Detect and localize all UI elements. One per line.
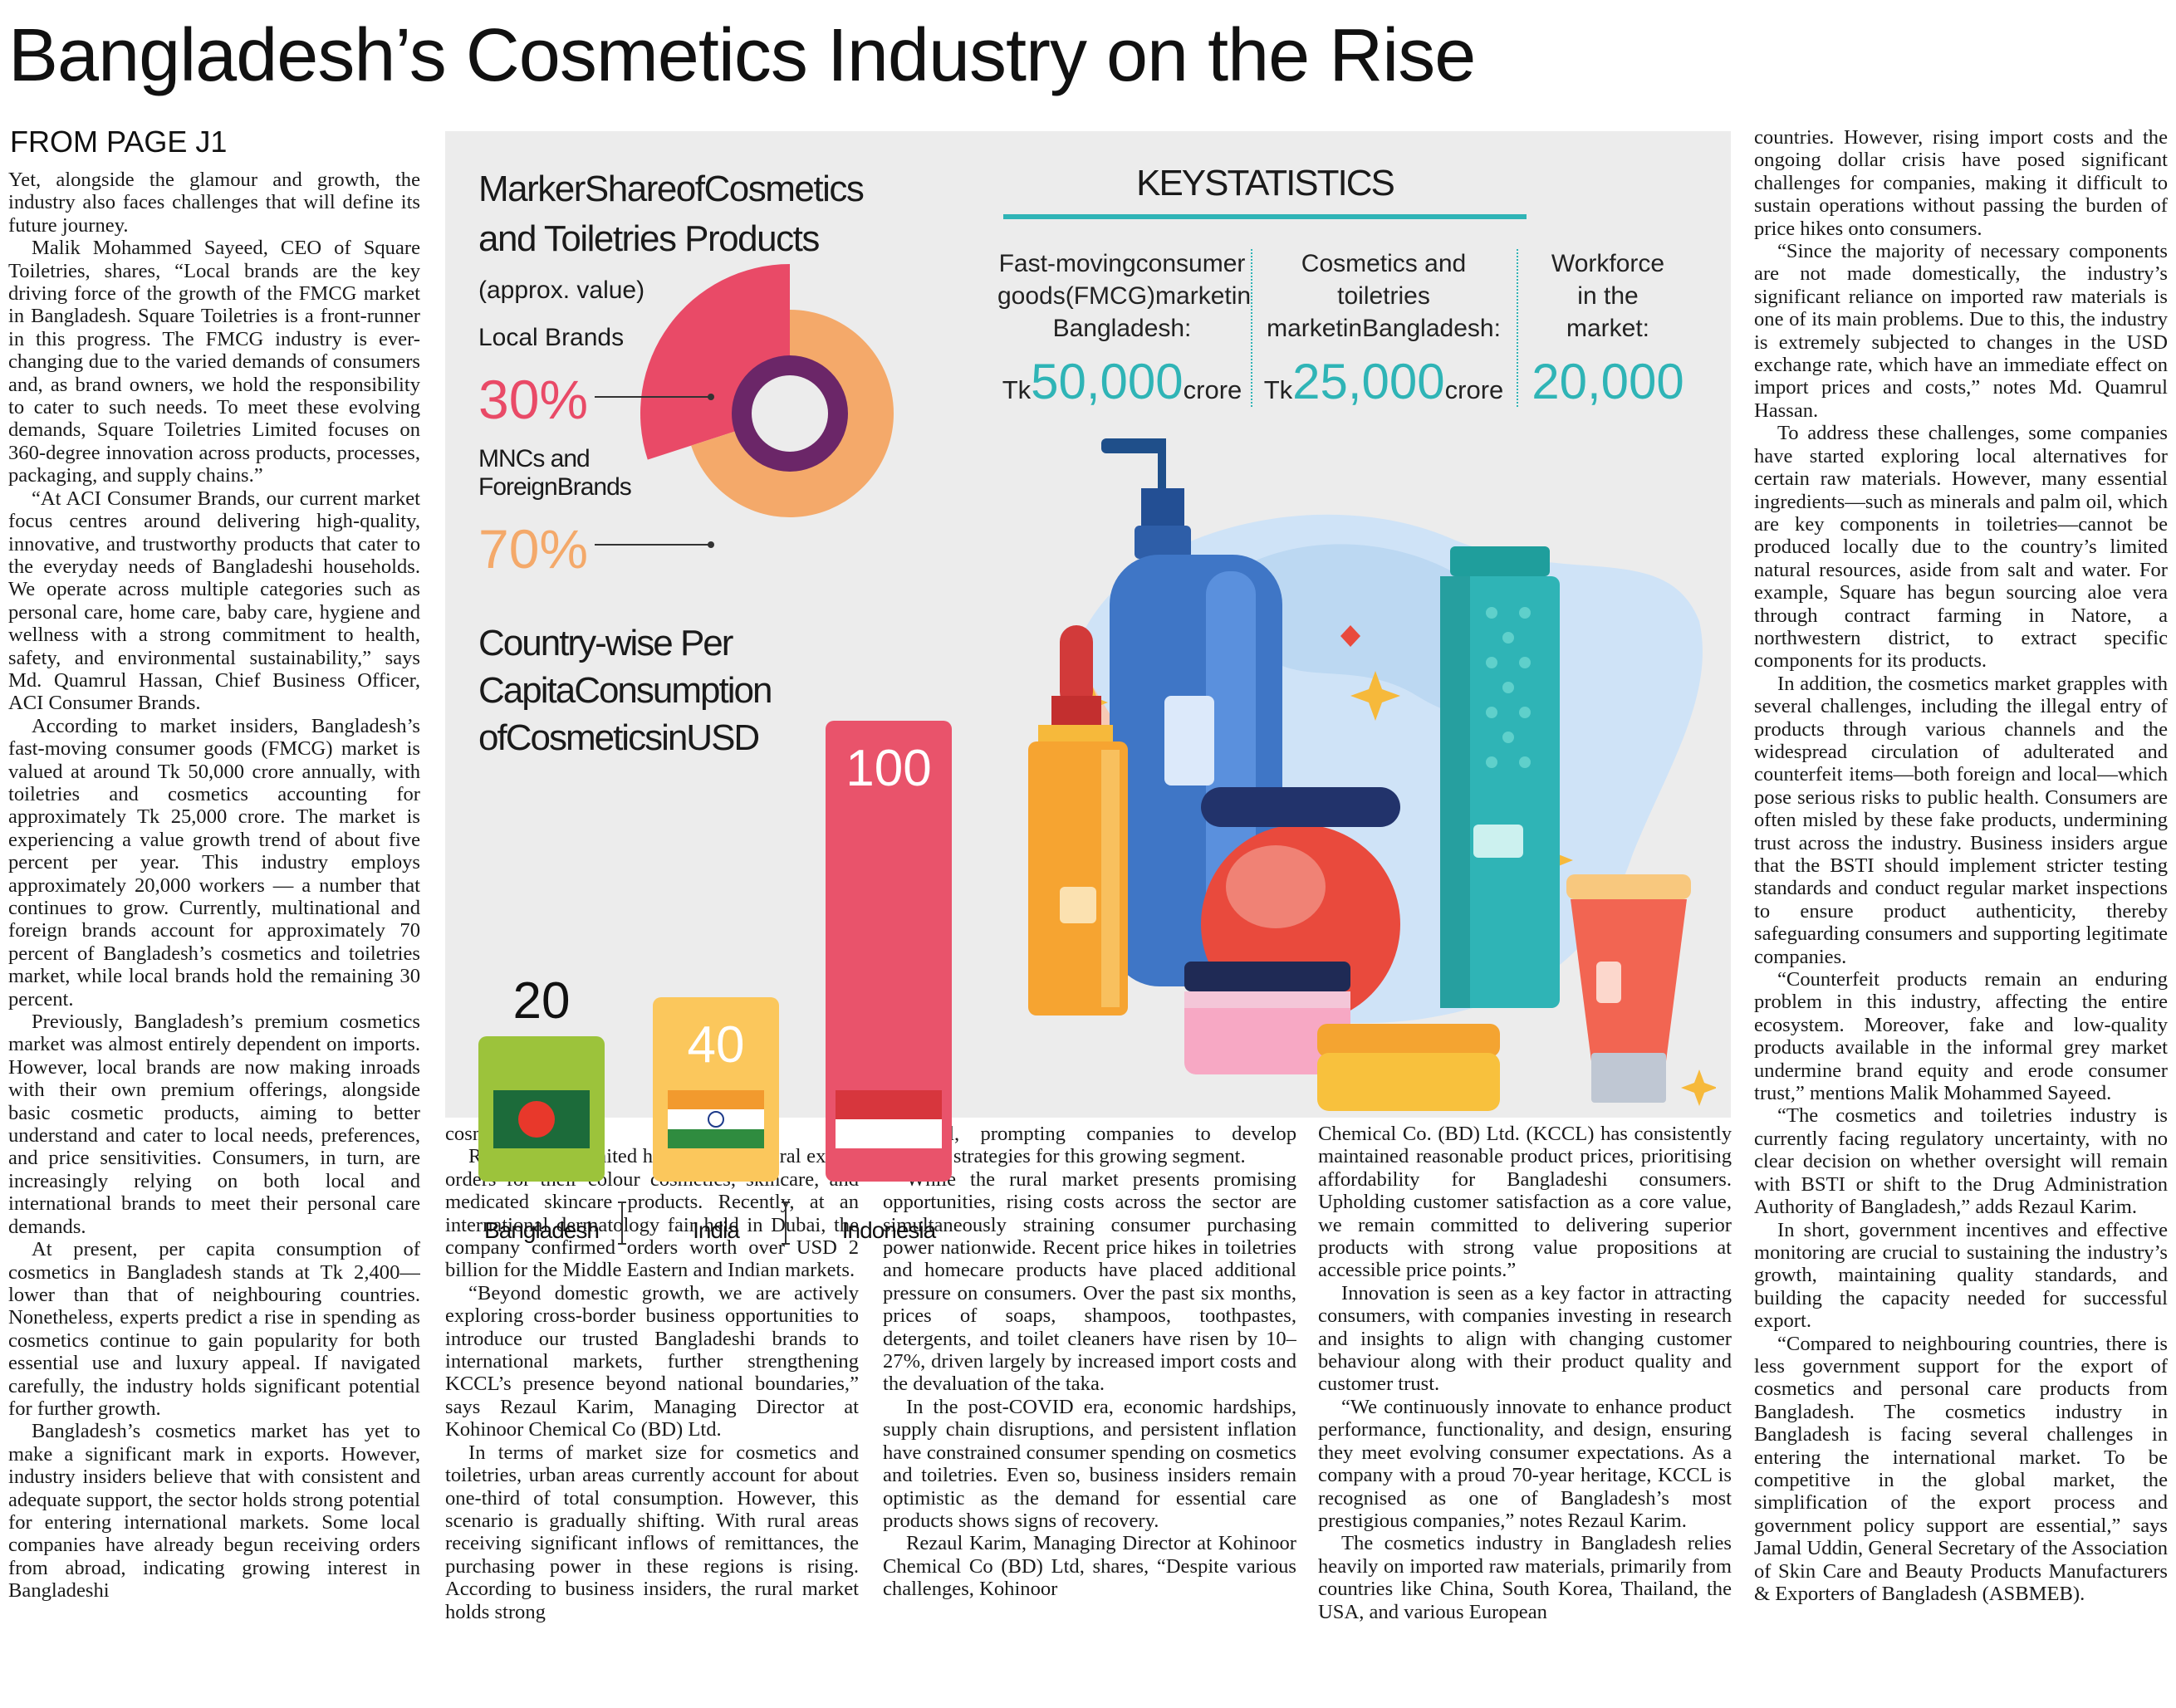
divider <box>1251 249 1252 407</box>
pie-chart-subtitle: (approx. value) <box>478 277 645 304</box>
flag-stripe <box>836 1119 942 1148</box>
paragraph: In short, government incentives and effe… <box>1754 1218 2168 1333</box>
leader-dot <box>708 394 714 400</box>
paragraph: While the rural market presents promisin… <box>883 1167 1296 1396</box>
key-stats-title: KEYSTATISTICS <box>1136 163 1395 203</box>
paragraph: “Compared to neighbouring countries, the… <box>1754 1332 2168 1605</box>
key-stat-value: 20,000 <box>1532 354 1684 409</box>
paragraph: In the post-COVID era, economic hardship… <box>883 1395 1296 1532</box>
headline: Bangladesh’s Cosmetics Industry on the R… <box>8 14 1476 97</box>
pink-jar <box>1184 962 1350 1074</box>
key-stat-cosmetics: Cosmetics and toiletries marketinBanglad… <box>1255 247 1512 410</box>
bar-category-label: Bangladesh <box>484 1217 599 1243</box>
key-stat-label: Workforce in the market: <box>1551 250 1665 342</box>
paragraph: In addition, the cosmetics market grappl… <box>1754 672 2168 968</box>
paragraph: “Since the majority of necessary compone… <box>1754 240 2168 422</box>
paragraph: Yet, alongside the glamour and growth, t… <box>8 169 420 237</box>
key-stats-underline <box>1003 214 1527 219</box>
bar-indonesia <box>826 721 952 1182</box>
bar-category-label: Indonesia <box>842 1217 937 1243</box>
local-brands-pct: 30% <box>478 369 589 430</box>
yellow-jar <box>1317 1024 1500 1111</box>
flag-chakra <box>708 1111 724 1128</box>
paragraph: “We continuously innovate to enhance pro… <box>1318 1395 1732 1532</box>
paragraph: “Counterfeit products remain an enduring… <box>1754 968 2168 1105</box>
article-column-1: Yet, alongside the glamour and growth, t… <box>8 169 420 1705</box>
bar-group-indonesia: 100 Indonesia <box>826 721 952 1243</box>
diamond-icon <box>1340 625 1360 647</box>
mnc-brands-label: MNCs and ForeignBrands <box>478 445 632 501</box>
per-capita-bar-chart: 20 Bangladesh 40 India 100 Indonesia <box>478 721 952 1245</box>
serum-bottle <box>1028 625 1128 1016</box>
paragraph: Bangladesh’s cosmetics market has yet to… <box>8 1420 420 1603</box>
article-column-5: countries. However, rising import costs … <box>1754 126 2168 1704</box>
paragraph: The cosmetics industry in Bangladesh rel… <box>1318 1532 1732 1623</box>
leader-dot <box>708 541 714 548</box>
bar-category-label: India <box>693 1217 740 1243</box>
paragraph: Malik Mohammed Sayeed, CEO of Square Toi… <box>8 237 420 487</box>
bar-value-label: 100 <box>845 740 931 797</box>
key-stat-fmcg: Fast-movingconsumer goods(FMCG)marketin … <box>997 247 1252 410</box>
key-stat-label: Fast-movingconsumer goods(FMCG)marketin … <box>997 250 1252 342</box>
paragraph: To address these challenges, some compan… <box>1754 422 2168 673</box>
paragraph: According to market insiders, Bangladesh… <box>8 714 420 1011</box>
paragraph: “Beyond domestic growth, we are actively… <box>445 1281 859 1441</box>
paragraph: Chemical Co. (BD) Ltd. (KCCL) has consis… <box>1318 1123 1732 1282</box>
teal-tube <box>1440 546 1560 1008</box>
india-flag-icon <box>668 1090 764 1109</box>
bar-value-label: 40 <box>688 1016 745 1074</box>
key-stat-value: Tk50,000crore <box>1002 354 1242 409</box>
paragraph: “At ACI Consumer Brands, our current mar… <box>8 487 420 715</box>
indonesia-flag-icon <box>836 1090 942 1119</box>
key-stat-label: Cosmetics and toiletries marketinBanglad… <box>1267 250 1501 342</box>
key-stat-value: Tk25,000crore <box>1263 354 1504 409</box>
from-page-label: FROM PAGE J1 <box>10 125 228 159</box>
pie-center-hole <box>752 375 828 452</box>
paragraph: Previously, Bangladesh’s premium cosmeti… <box>8 1011 420 1238</box>
bar-group-bangladesh: 20 Bangladesh <box>478 972 605 1243</box>
infographic-panel: MarkerShareofCosmetics and Toiletries Pr… <box>445 131 1731 1245</box>
divider <box>1517 249 1518 407</box>
bar-chart-title: Country-wise Per CapitaConsumption ofCos… <box>478 623 772 758</box>
flag-disc <box>518 1101 555 1138</box>
bar-value-label: 20 <box>513 972 571 1030</box>
bar-group-india: 40 India <box>653 997 779 1243</box>
paragraph: “The cosmetics and toiletries industry i… <box>1754 1104 2168 1219</box>
market-share-pie-chart <box>595 264 894 548</box>
paragraph: Remark HB Limited has secured several ex… <box>445 1145 859 1282</box>
paragraph: countries. However, rising import costs … <box>1754 126 2168 240</box>
mnc-brands-pct: 70% <box>478 518 589 580</box>
article-column-3: potential, prompting companies to develo… <box>883 1123 1296 1704</box>
local-brands-label: Local Brands <box>478 324 625 351</box>
flag-stripe <box>668 1129 764 1148</box>
article-column-4: Chemical Co. (BD) Ltd. (KCCL) has consis… <box>1318 1123 1732 1704</box>
paragraph: Innovation is seen as a key factor in at… <box>1318 1281 1732 1396</box>
coral-tube <box>1566 874 1691 1103</box>
cosmetics-illustration <box>1028 438 1716 1111</box>
key-stat-workforce: Workforce in the market: 20,000 <box>1525 247 1691 410</box>
paragraph: Rezaul Karim, Managing Director at Kohin… <box>883 1532 1296 1601</box>
paragraph: At present, per capita consumption of co… <box>8 1238 420 1420</box>
article-column-2: cosmetic products. Remark HB Limited has… <box>445 1123 859 1704</box>
pie-chart-title: MarkerShareofCosmetics and Toiletries Pr… <box>478 169 865 259</box>
paragraph: In terms of market size for cosmetics an… <box>445 1441 859 1623</box>
